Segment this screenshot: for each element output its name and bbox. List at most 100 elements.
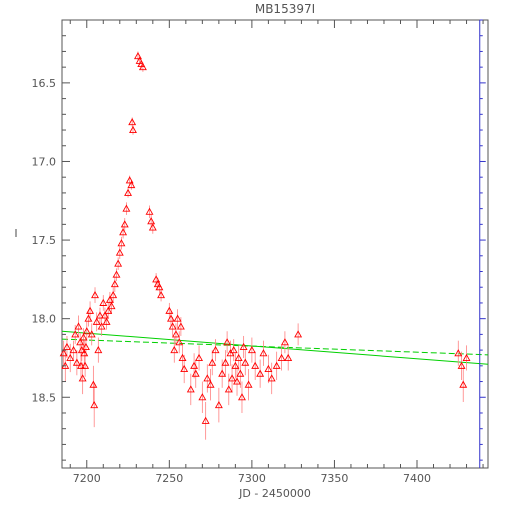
fit-line-solid bbox=[61, 330, 489, 365]
data-point bbox=[459, 380, 468, 388]
fit-lines bbox=[61, 330, 489, 365]
data-point bbox=[229, 345, 238, 354]
y-tick-label: 18.0 bbox=[32, 313, 57, 326]
x-tick-label: 7300 bbox=[238, 472, 266, 485]
y-tick-label: 18.5 bbox=[32, 391, 57, 404]
data-point bbox=[59, 349, 68, 357]
data-point bbox=[81, 342, 90, 350]
data-point bbox=[168, 322, 177, 330]
data-point bbox=[81, 361, 90, 369]
data-point bbox=[206, 380, 215, 388]
data-point bbox=[277, 353, 286, 361]
data-point bbox=[119, 228, 128, 236]
y-tick-label: 17.0 bbox=[32, 155, 57, 168]
data-point bbox=[264, 364, 273, 372]
data-point bbox=[78, 374, 87, 382]
data-point bbox=[239, 342, 248, 350]
x-tick-label: 7350 bbox=[320, 472, 348, 485]
data-point bbox=[71, 330, 80, 338]
data-point bbox=[125, 176, 134, 184]
data-point bbox=[80, 349, 89, 357]
data-point bbox=[97, 322, 106, 330]
data-point bbox=[294, 330, 303, 338]
data-point bbox=[221, 358, 230, 366]
y-tick-label: 16.5 bbox=[32, 77, 57, 90]
x-tick-label: 7200 bbox=[73, 472, 101, 485]
data-point bbox=[211, 345, 220, 354]
data-point bbox=[272, 361, 281, 369]
data-point bbox=[120, 220, 129, 228]
x-tick-label: 7250 bbox=[155, 472, 183, 485]
data-point bbox=[99, 298, 108, 306]
data-point bbox=[280, 338, 289, 346]
data-point bbox=[117, 239, 126, 247]
data-point bbox=[214, 400, 223, 409]
data-point bbox=[114, 259, 123, 267]
data-point bbox=[241, 358, 250, 366]
data-point bbox=[84, 314, 93, 322]
data-point bbox=[247, 345, 256, 354]
data-point bbox=[128, 118, 137, 126]
data-point bbox=[87, 330, 96, 338]
data-point bbox=[267, 374, 276, 382]
data-point bbox=[228, 374, 237, 382]
data-point bbox=[190, 361, 199, 369]
fit-line-dashed bbox=[61, 338, 489, 356]
data-point bbox=[94, 345, 103, 354]
data-point bbox=[133, 52, 142, 60]
data-point bbox=[69, 345, 78, 354]
data-point bbox=[147, 217, 156, 225]
data-point bbox=[195, 353, 204, 361]
data-point bbox=[203, 374, 212, 382]
data-point bbox=[148, 223, 157, 231]
chart-title: MB15397I bbox=[255, 2, 315, 16]
data-point bbox=[91, 290, 99, 299]
data-point bbox=[124, 188, 133, 196]
data-point bbox=[231, 361, 240, 369]
data-point bbox=[236, 369, 245, 377]
y-tick-label: 17.5 bbox=[32, 234, 57, 247]
data-point bbox=[107, 301, 116, 310]
data-point bbox=[176, 322, 185, 330]
y-axis-label: I bbox=[14, 227, 17, 240]
data-point bbox=[218, 369, 227, 377]
data-point bbox=[170, 345, 179, 354]
data-point bbox=[175, 338, 184, 346]
data-point bbox=[96, 311, 104, 319]
data-point bbox=[244, 380, 253, 388]
plot-frame bbox=[61, 19, 489, 469]
data-point bbox=[102, 317, 111, 325]
data-point bbox=[157, 290, 166, 299]
data-point bbox=[110, 279, 119, 288]
data-point bbox=[79, 333, 88, 341]
data-point bbox=[167, 314, 175, 322]
data-point bbox=[152, 275, 161, 283]
data-point bbox=[72, 358, 81, 366]
data-point bbox=[178, 353, 187, 361]
data-point bbox=[198, 393, 207, 401]
data-point bbox=[105, 295, 114, 303]
data-point bbox=[82, 327, 91, 335]
data-point bbox=[155, 283, 164, 291]
y-axis: 16.5 17.0 17.5 18.0 18.5 bbox=[32, 19, 70, 461]
data-point bbox=[224, 385, 233, 393]
data-point bbox=[251, 361, 260, 369]
data-point bbox=[457, 361, 466, 369]
data-point bbox=[171, 330, 180, 338]
data-point bbox=[62, 342, 71, 350]
data-point bbox=[233, 377, 241, 385]
data-point bbox=[127, 180, 136, 189]
data-point bbox=[66, 353, 75, 361]
right-axis bbox=[479, 19, 486, 468]
data-point bbox=[186, 385, 195, 393]
data-point bbox=[89, 380, 98, 388]
data-point bbox=[454, 349, 463, 357]
data-point bbox=[92, 317, 101, 325]
data-point bbox=[115, 248, 124, 256]
data-point bbox=[138, 63, 147, 71]
data-point bbox=[165, 306, 174, 314]
data-point bbox=[223, 338, 232, 346]
data-point bbox=[86, 306, 95, 314]
data-point bbox=[256, 369, 265, 377]
data-point bbox=[259, 349, 268, 357]
